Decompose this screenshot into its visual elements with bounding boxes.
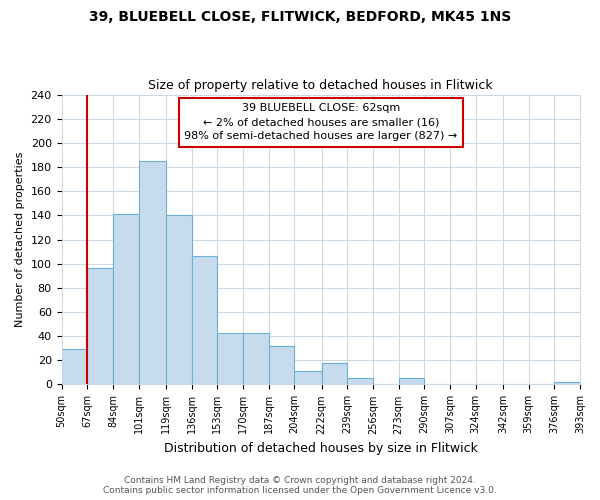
X-axis label: Distribution of detached houses by size in Flitwick: Distribution of detached houses by size … bbox=[164, 442, 478, 455]
Text: 39, BLUEBELL CLOSE, FLITWICK, BEDFORD, MK45 1NS: 39, BLUEBELL CLOSE, FLITWICK, BEDFORD, M… bbox=[89, 10, 511, 24]
Bar bbox=[243, 332, 269, 384]
Bar bbox=[554, 382, 580, 384]
Bar bbox=[87, 268, 113, 384]
Bar bbox=[62, 350, 87, 384]
Bar bbox=[269, 346, 295, 385]
Text: 39 BLUEBELL CLOSE: 62sqm
← 2% of detached houses are smaller (16)
98% of semi-de: 39 BLUEBELL CLOSE: 62sqm ← 2% of detache… bbox=[184, 104, 457, 142]
Bar bbox=[295, 371, 322, 384]
Y-axis label: Number of detached properties: Number of detached properties bbox=[15, 152, 25, 327]
Bar bbox=[191, 256, 217, 384]
Text: Contains HM Land Registry data © Crown copyright and database right 2024.
Contai: Contains HM Land Registry data © Crown c… bbox=[103, 476, 497, 495]
Bar bbox=[398, 378, 424, 384]
Title: Size of property relative to detached houses in Flitwick: Size of property relative to detached ho… bbox=[148, 79, 493, 92]
Bar bbox=[217, 332, 243, 384]
Bar bbox=[322, 362, 347, 384]
Bar bbox=[139, 161, 166, 384]
Bar bbox=[113, 214, 139, 384]
Bar bbox=[347, 378, 373, 384]
Bar bbox=[166, 216, 191, 384]
